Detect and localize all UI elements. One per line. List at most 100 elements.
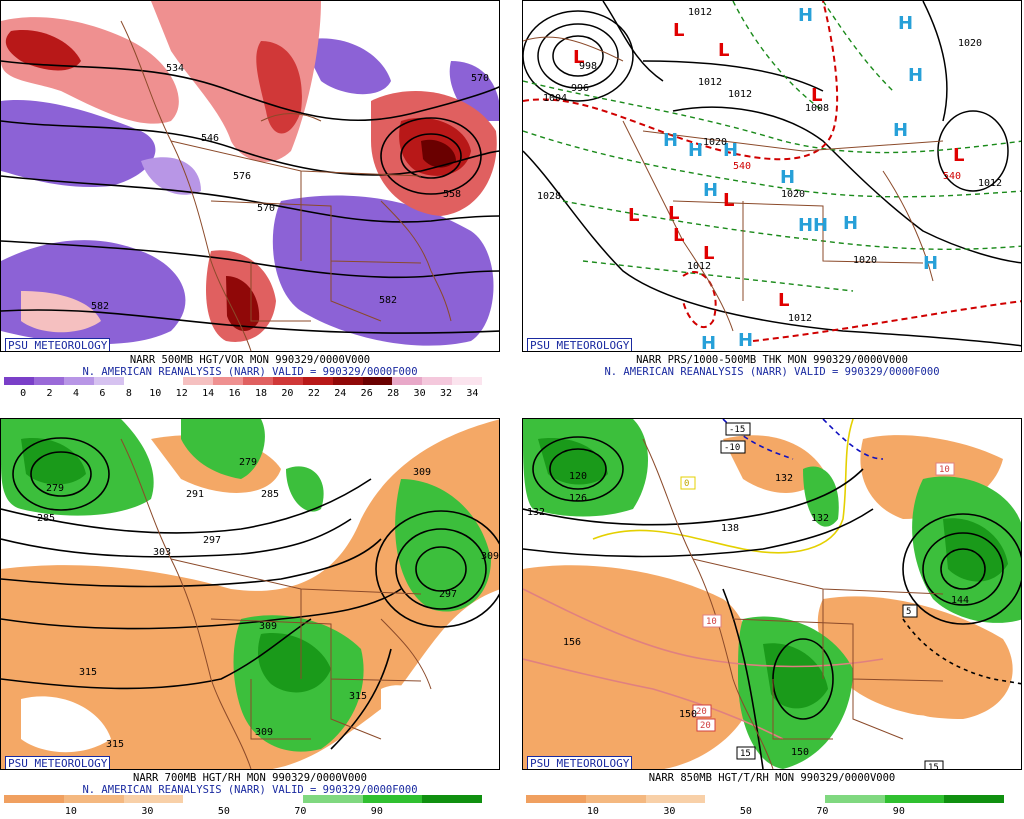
panel-caption: NARR 700MB HGT/RH MON 990329/0000V000 (133, 772, 367, 784)
high-pressure-symbol: H (780, 167, 795, 188)
colorbar-swatch (4, 377, 34, 385)
colorbar-tick-label: 70 (816, 806, 829, 817)
high-pressure-symbol: H (663, 130, 678, 151)
contour-label: 303 (153, 547, 171, 558)
contour-label: 315 (349, 691, 367, 702)
panel-valid-line: N. AMERICAN REANALYSIS (NARR) VALID = 99… (604, 366, 940, 378)
colorbar-tick-label: 12 (175, 388, 188, 399)
contour-label: 132 (811, 513, 829, 524)
isobar-label: 1012 (687, 261, 711, 272)
temperature-label: 0 (684, 479, 689, 489)
panel-valid-line: N. AMERICAN REANALYSIS (NARR) VALID = 99… (82, 784, 418, 796)
contour-label: 309 (413, 467, 431, 478)
brand-badge: PSU METEOROLOGY (5, 756, 111, 769)
contour-label: 309 (255, 727, 273, 738)
contour-label: 285 (261, 489, 279, 500)
contour-label: 279 (239, 457, 257, 468)
contour-label: 570 (257, 203, 275, 214)
temperature-label: 20 (696, 707, 707, 717)
contour-label: 132 (775, 473, 793, 484)
panel-700mb-rh: 279 291 285 279 309 303 297 309 315 315 … (0, 418, 500, 818)
colorbar-tick-label: 16 (228, 388, 241, 399)
contour-label: 582 (91, 301, 109, 312)
panel-850mb-temp-rh: -15 -10 0 10 20 20 5 15 10 15 (522, 418, 1022, 818)
contour-label: 150 (679, 709, 697, 720)
colorbar-swatch (362, 795, 423, 803)
isobar-label: 1012 (688, 7, 712, 18)
colorbar-rh (4, 795, 482, 803)
low-pressure-symbol: L (723, 190, 734, 211)
contour-label: 315 (106, 739, 124, 750)
isobar-label: 1020 (853, 255, 877, 266)
contour-label: 546 (201, 133, 219, 144)
panel-caption: NARR PRS/1000-500MB THK MON 990329/0000V… (636, 354, 908, 366)
colorbar-vorticity (4, 377, 482, 385)
temperature-label: -10 (724, 443, 740, 453)
high-pressure-symbol: H (701, 333, 716, 352)
low-pressure-symbol: L (703, 243, 714, 264)
map-pressure: L L L L L L L L L L L H H H H H H H H H (522, 0, 1022, 352)
colorbar-tick-label: 6 (99, 388, 106, 399)
contour-label: 558 (443, 189, 461, 200)
isobar-label: 1008 (805, 103, 829, 114)
colorbar-tick-label: 10 (586, 806, 599, 817)
high-pressure-symbol: H (798, 215, 813, 236)
isobar-label: 996 (571, 83, 589, 94)
colorbar-swatch (33, 377, 64, 385)
colorbar-swatch (63, 377, 94, 385)
contour-label: 144 (951, 595, 969, 606)
high-pressure-symbol: H (843, 213, 858, 234)
colorbar-swatch (302, 795, 363, 803)
colorbar-swatch (765, 795, 825, 803)
colorbar-swatch (824, 795, 885, 803)
contour-label: 315 (79, 667, 97, 678)
colorbar-swatch (452, 377, 482, 385)
low-pressure-symbol: L (953, 145, 964, 166)
contour-label: 279 (46, 483, 64, 494)
contour-label: 156 (563, 637, 581, 648)
high-pressure-symbol: H (798, 5, 813, 26)
contour-label: 291 (186, 489, 204, 500)
colorbar-tick-label: 20 (281, 388, 294, 399)
contour-label: 297 (203, 535, 221, 546)
colorbar-tick-label: 30 (141, 806, 154, 817)
colorbar-swatch (422, 795, 482, 803)
colorbar-tick-label: 8 (125, 388, 132, 399)
isobar-label: 1012 (978, 178, 1002, 189)
colorbar-tick-label: 30 (413, 388, 426, 399)
colorbar-swatch (93, 377, 124, 385)
colorbar-swatch (183, 795, 243, 803)
low-pressure-symbol: L (668, 203, 679, 224)
high-pressure-symbol: H (688, 140, 703, 161)
isobar-label: 1020 (781, 189, 805, 200)
thickness-label: 540 (943, 171, 961, 182)
low-pressure-symbol: L (778, 290, 789, 311)
contour-label: 570 (471, 73, 489, 84)
colorbar-swatch (884, 795, 945, 803)
colorbar-tick-label: 10 (149, 388, 162, 399)
colorbar-tick-label: 50 (217, 806, 230, 817)
map-850mb: -15 -10 0 10 20 20 5 15 10 15 (522, 418, 1022, 770)
high-pressure-symbol: H (813, 215, 828, 236)
high-pressure-symbol: H (723, 140, 738, 161)
high-pressure-symbol: H (898, 13, 913, 34)
colorbar-tick-label: 34 (466, 388, 479, 399)
contour-label: 132 (527, 507, 545, 518)
high-pressure-symbol: H (908, 65, 923, 86)
contour-label: 285 (37, 513, 55, 524)
colorbar-tick-label: 10 (64, 806, 77, 817)
contour-label: 576 (233, 171, 251, 182)
colorbar-swatch (213, 377, 243, 385)
colorbar-swatch (392, 377, 423, 385)
colorbar-swatch (645, 795, 706, 803)
contour-label: 138 (721, 523, 739, 534)
colorbar-tick-label: 2 (46, 388, 53, 399)
colorbar-tick-label: 70 (294, 806, 307, 817)
colorbar-tick-label: 26 (360, 388, 373, 399)
colorbar-rh (526, 795, 1004, 803)
colorbar-swatch (526, 795, 586, 803)
colorbar-tick-label: 22 (307, 388, 320, 399)
colorbar-tick-label: 90 (370, 806, 383, 817)
map-700mb: 279 291 285 279 309 303 297 309 315 315 … (0, 418, 500, 770)
contour-label: 126 (569, 493, 587, 504)
